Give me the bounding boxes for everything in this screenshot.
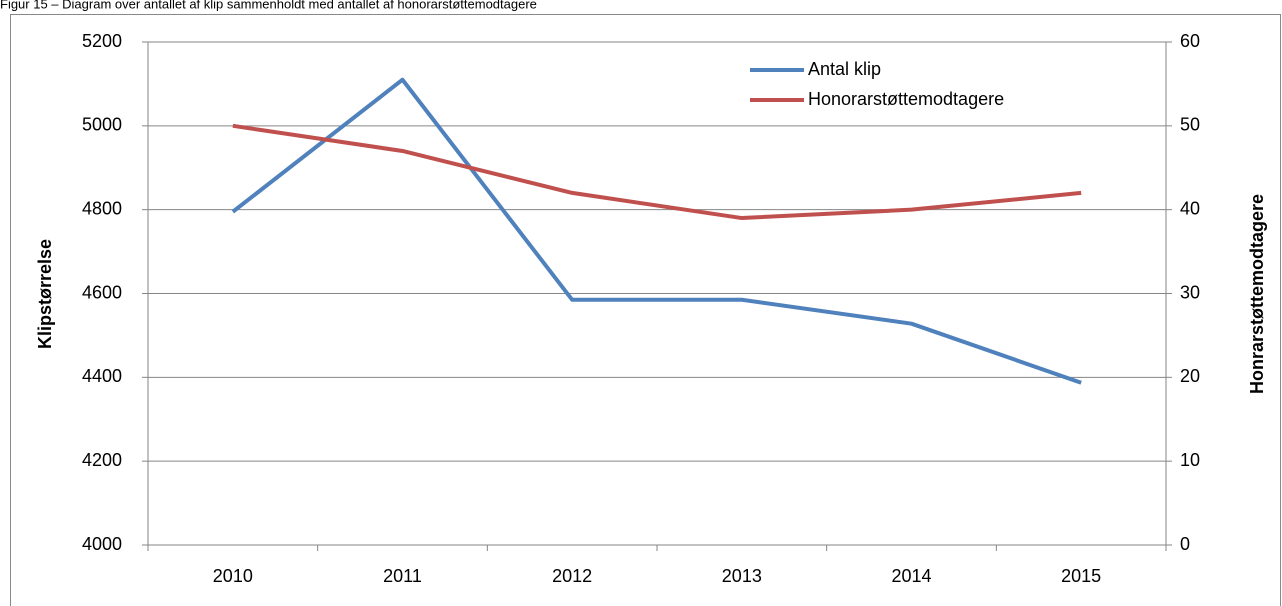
series-line [232, 123, 1082, 221]
y-tick-label: 4000 [82, 534, 122, 554]
y-tick-label: 4400 [82, 366, 122, 386]
x-tick-label: 2015 [1061, 566, 1101, 586]
chart-border [10, 14, 1281, 606]
x-tick-label: 2012 [552, 566, 592, 586]
y-tick-label: 4800 [82, 198, 122, 218]
y-axis-title: Klipstørrelse [35, 239, 55, 349]
y-tick-label: 4600 [82, 282, 122, 302]
series-line [231, 77, 1082, 385]
y-tick-label: 5000 [82, 115, 122, 135]
y-tick-label: 4200 [82, 450, 122, 470]
y2-tick-label: 50 [1180, 115, 1200, 135]
x-tick-label: 2011 [383, 566, 422, 586]
x-tick-label: 2014 [891, 566, 931, 586]
y2-tick-label: 30 [1180, 282, 1200, 302]
x-tick-label: 2010 [213, 566, 253, 586]
y-tick-label: 5200 [82, 31, 122, 51]
y2-tick-label: 20 [1180, 366, 1200, 386]
legend-label: Honorarstøttemodtagere [808, 89, 1004, 109]
y2-axis-title: Honrarstøttemodtagere [1247, 194, 1267, 394]
y2-tick-label: 40 [1180, 198, 1200, 218]
x-tick-label: 2013 [722, 566, 762, 586]
chart-title: Figur 15 – Diagram over antallet af klip… [0, 0, 537, 11]
y2-tick-label: 10 [1180, 450, 1200, 470]
y2-tick-label: 60 [1180, 31, 1200, 51]
y2-tick-label: 0 [1180, 534, 1190, 554]
legend-label: Antal klip [808, 59, 881, 79]
